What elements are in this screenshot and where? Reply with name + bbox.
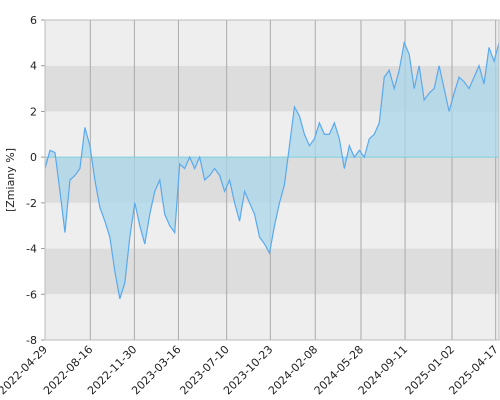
- y-tick-label: -2: [26, 197, 37, 210]
- y-tick-label: 0: [30, 151, 37, 164]
- y-tick-label: 4: [30, 60, 37, 73]
- plot-frame: [44, 19, 500, 341]
- y-tick-label: 6: [30, 14, 37, 27]
- y-tick-label: -6: [26, 288, 37, 301]
- background-band: [45, 294, 499, 340]
- background-band: [45, 20, 499, 66]
- y-tick-label: -4: [26, 243, 37, 256]
- y-tick-label: 2: [30, 105, 37, 118]
- line: [44, 40, 500, 300]
- y-axis-label: [Zmiany %]: [4, 148, 17, 212]
- area-fill: [45, 42, 499, 299]
- y-tick-label: -8: [26, 334, 37, 347]
